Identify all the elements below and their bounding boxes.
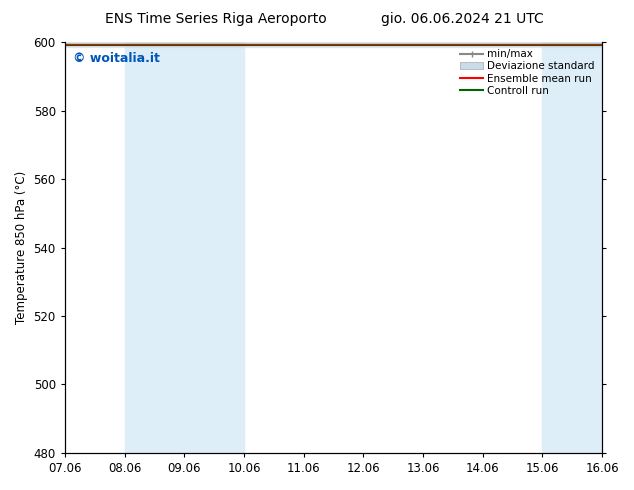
Bar xyxy=(543,42,602,453)
Y-axis label: Temperature 850 hPa (°C): Temperature 850 hPa (°C) xyxy=(15,171,28,324)
Legend: min/max, Deviazione standard, Ensemble mean run, Controll run: min/max, Deviazione standard, Ensemble m… xyxy=(456,45,599,100)
Bar xyxy=(184,42,244,453)
Bar xyxy=(124,42,184,453)
Text: © woitalia.it: © woitalia.it xyxy=(73,52,160,65)
Text: gio. 06.06.2024 21 UTC: gio. 06.06.2024 21 UTC xyxy=(382,12,544,26)
Text: ENS Time Series Riga Aeroporto: ENS Time Series Riga Aeroporto xyxy=(105,12,327,26)
